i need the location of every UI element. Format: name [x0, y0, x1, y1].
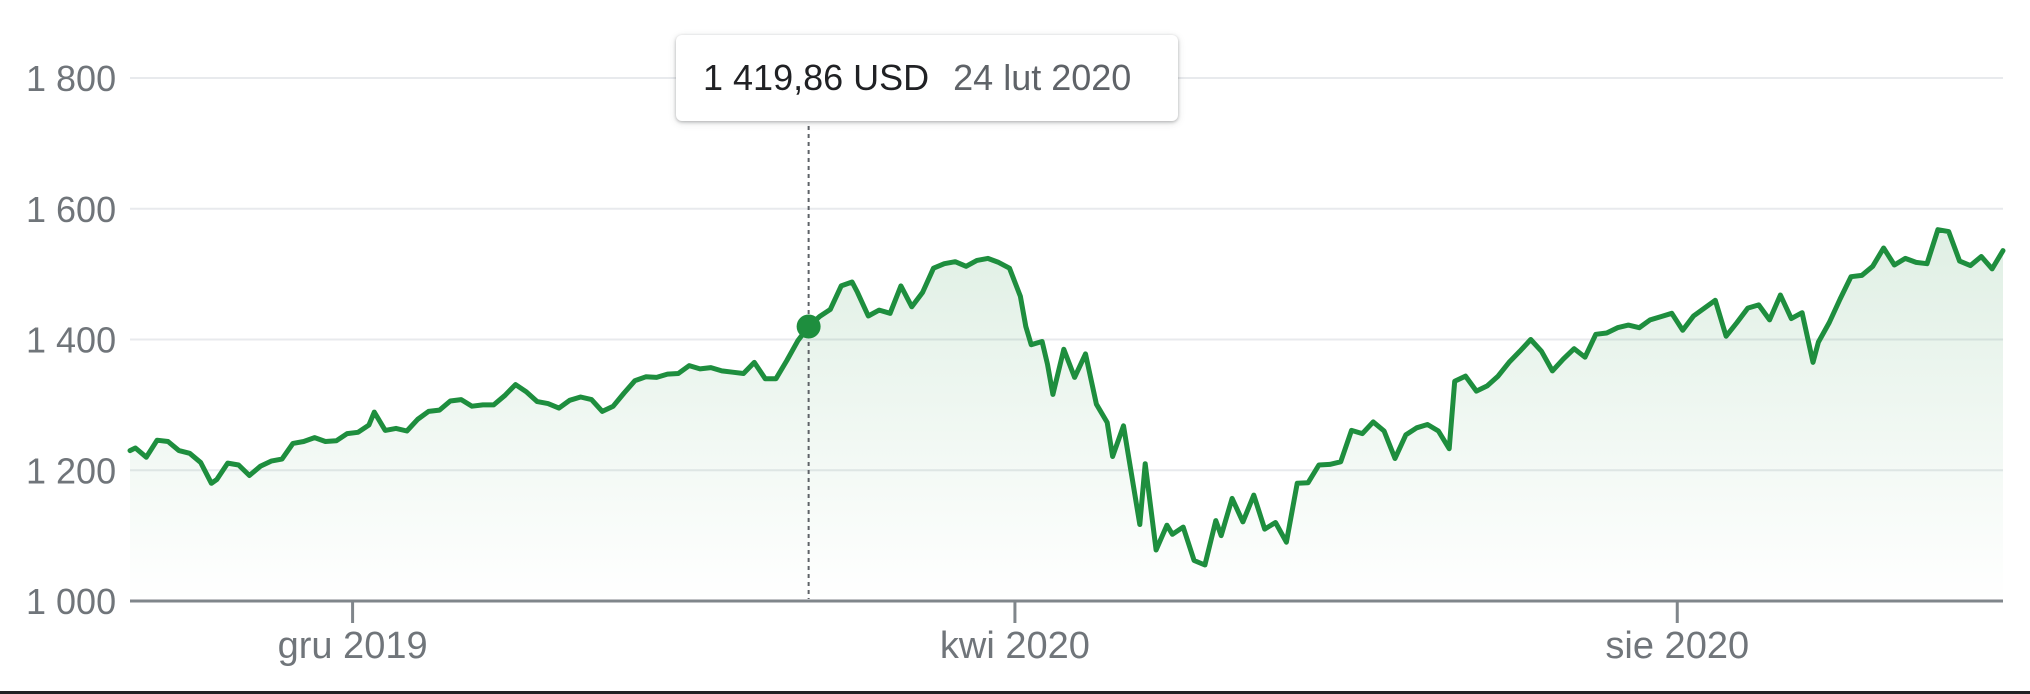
price-area-fill [130, 229, 2003, 601]
y-tick-label: 1 000 [26, 581, 116, 622]
bottom-border [0, 691, 2030, 694]
highlight-point [796, 314, 821, 339]
price-tooltip: 1 419,86 USD 24 lut 2020 [676, 35, 1178, 121]
y-tick-label: 1 400 [26, 320, 116, 361]
x-tick-label: gru 2019 [278, 625, 428, 667]
tooltip-date: 24 lut 2020 [953, 57, 1132, 98]
x-tick-label: kwi 2020 [940, 625, 1090, 667]
y-tick-label: 1 200 [26, 450, 116, 491]
y-tick-label: 1 600 [26, 189, 116, 230]
price-line [127, 227, 2006, 568]
tooltip-price: 1 419,86 USD [703, 57, 930, 98]
x-tick-label: sie 2020 [1605, 625, 1749, 667]
y-tick-label: 1 800 [26, 58, 116, 99]
